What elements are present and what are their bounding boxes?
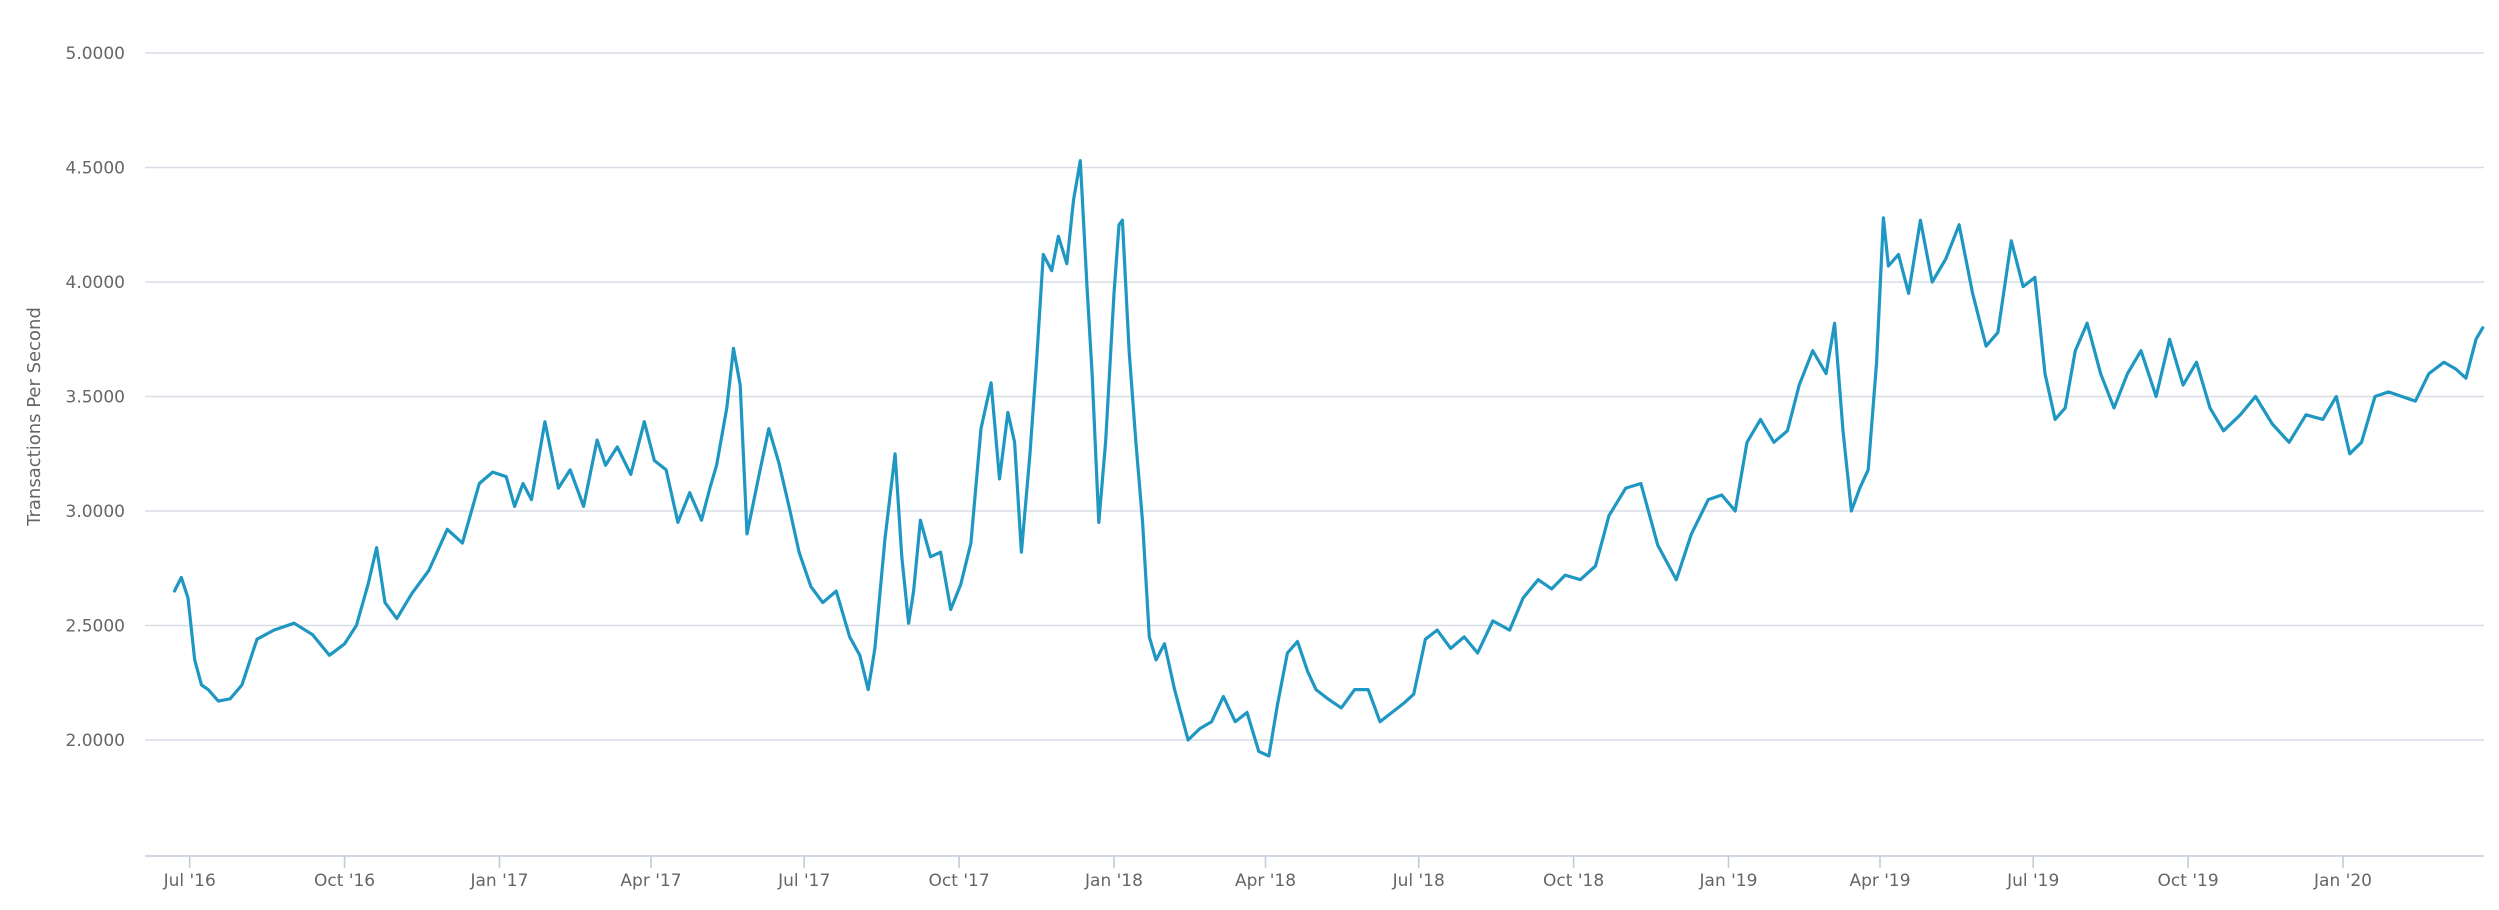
y-tick-label: 2.0000 xyxy=(66,731,125,751)
x-tick-label: Oct '17 xyxy=(929,871,990,891)
x-tick-label: Jul '18 xyxy=(1392,871,1445,891)
x-tick-label: Jan '19 xyxy=(1699,871,1758,891)
x-tick-label: Jan '18 xyxy=(1084,871,1143,891)
y-tick-label: 4.5000 xyxy=(66,159,125,179)
x-tick-label: Jan '20 xyxy=(2313,871,2372,891)
y-axis-labels: 2.0000 2.5000 3.0000 3.5000 4.0000 4.5000 5.00… xyxy=(66,44,125,751)
y-tick-label: 2.5000 xyxy=(66,617,125,637)
y-tick-label: 4.0000 xyxy=(66,273,125,293)
x-tick-label: Oct '18 xyxy=(1543,871,1604,891)
x-axis: Jul '16 Oct '16 Jan '17 Apr '17 Jul '17 Oct '… xyxy=(145,855,2484,891)
x-tick-label: Jul '16 xyxy=(163,871,216,891)
x-tick-label: Apr '17 xyxy=(620,871,681,891)
x-tick-label: Jul '17 xyxy=(777,871,830,891)
x-tick-label: Jan '17 xyxy=(470,871,529,891)
x-tick-label: Oct '19 xyxy=(2158,871,2219,891)
x-tick-label: Apr '18 xyxy=(1235,871,1296,891)
x-tick-label: Apr '19 xyxy=(1849,871,1910,891)
series-layer xyxy=(172,159,2485,758)
series-line-0 xyxy=(172,159,2485,758)
y-tick-label: 3.0000 xyxy=(66,502,125,522)
y-tick-label: 3.5000 xyxy=(66,388,125,408)
y-axis-title: Transactions Per Second xyxy=(24,307,45,527)
x-tick-label: Oct '16 xyxy=(314,871,375,891)
grid-layer xyxy=(145,52,2484,741)
x-tick-label: Jul '19 xyxy=(2006,871,2059,891)
y-tick-label: 5.0000 xyxy=(66,44,125,64)
